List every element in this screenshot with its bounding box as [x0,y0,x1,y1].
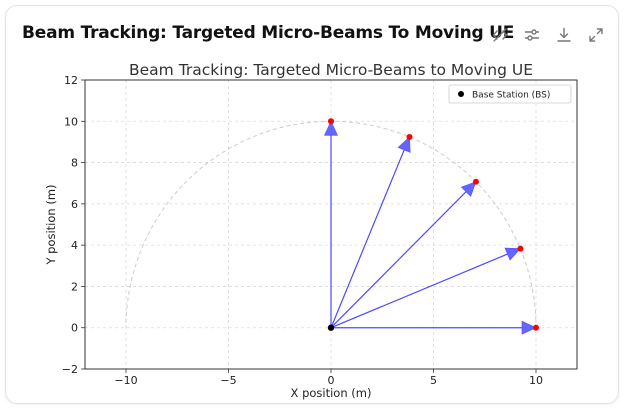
beam-arrowhead [397,136,411,153]
ue-point [472,178,479,185]
beam-arrowhead [504,247,522,261]
ue-point [328,118,334,125]
beam-line [330,191,467,329]
legend-marker-base-station [458,91,464,97]
base-station-point [327,324,335,331]
expand-icon [589,28,603,42]
x-tick-label: −10 [114,374,137,387]
ue-point [533,324,539,331]
y-tick-label: 0 [71,322,78,335]
y-tick-label: 10 [64,115,78,128]
toolbar [488,23,608,47]
settings-sliders-icon [524,29,540,41]
axes-frame [84,79,578,370]
x-tick-label: 5 [430,374,437,387]
legend-entry-base-station: Base Station (BS) [472,91,550,101]
y-tick-label: −2 [62,363,78,376]
expand-button[interactable] [584,23,608,47]
y-tick-label: 2 [71,280,78,293]
download-icon [557,27,571,42]
y-tick-label: 8 [71,157,78,170]
legend: Base Station (BS) [448,84,572,104]
y-tick-label: 6 [71,198,78,211]
x-axis-label: X position (m) [291,386,372,400]
y-axis-label: Y position (m) [44,184,58,265]
hide-code-icon [492,28,508,42]
beam-line [330,253,508,329]
ue-point [517,245,524,252]
settings-button[interactable] [520,23,544,47]
download-button[interactable] [552,23,576,47]
beam-arrowhead [324,120,338,136]
y-tick-label: 12 [64,74,78,87]
legend-box [448,84,572,104]
x-tick-label: −5 [220,374,236,387]
chart-card: Beam Tracking: Targeted Micro-Beams To M… [5,5,619,404]
y-tick-label: 4 [71,239,78,252]
x-tick-label: 0 [328,374,335,387]
page-title: Beam Tracking: Targeted Micro-Beams To M… [22,23,515,43]
hide-code-button[interactable] [488,23,512,47]
beam-arrowhead [460,181,477,197]
chart-title: Beam Tracking: Targeted Micro-Beams to M… [129,61,533,79]
ue-point [406,133,413,140]
x-tick-label: 10 [529,374,543,387]
beam-line [330,149,405,328]
beam-arrowhead [521,320,537,335]
